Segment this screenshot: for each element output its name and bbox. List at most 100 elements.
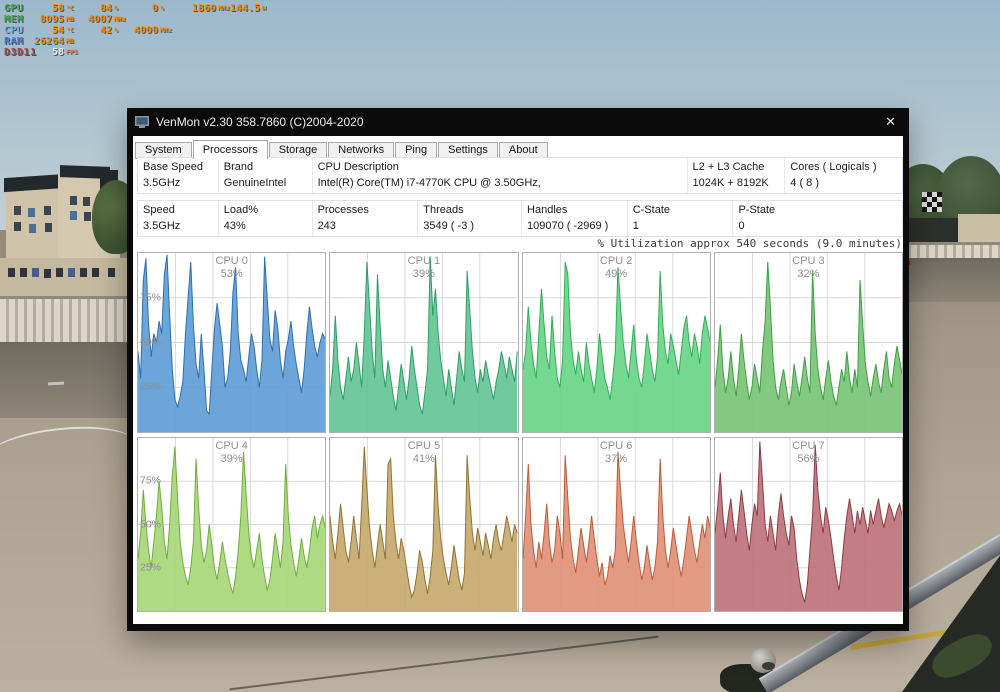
tab-about[interactable]: About [498, 142, 548, 158]
tab-bar: System Processors Storage Networks Ping Setti… [135, 139, 901, 159]
tab-storage[interactable]: Storage [268, 142, 328, 158]
cpu-chart-load: 56% [797, 453, 820, 465]
osd-label: D3D11 [4, 47, 37, 58]
cpu-chart-title: CPU 5 [407, 440, 441, 452]
building-left-1 [6, 184, 64, 266]
column-header: Load% [223, 204, 259, 216]
cpu-chart-load: 37% [605, 453, 628, 465]
osd-unit: MB [66, 37, 74, 45]
perimeter-wall-left [0, 296, 128, 342]
osd-unit: % [114, 26, 118, 34]
column-header: Threads [423, 204, 464, 216]
osd-value: 42 [99, 25, 112, 36]
column-value: 0 [738, 220, 745, 232]
column-value: 1024K + 8192K [692, 177, 769, 189]
osd-unit: °C [66, 26, 74, 34]
osd-label: MEM [4, 14, 24, 25]
venmon-window: VenMon v2.30 358.7860 (C)2004-2020 ✕ Sys… [127, 108, 909, 631]
column-c-state: C-State 1 [628, 201, 734, 236]
column-value: 243 [317, 220, 336, 232]
osd-label: CPU [4, 25, 24, 36]
column-header: Speed [143, 204, 175, 216]
osd-unit: MB [66, 15, 74, 23]
cpu-chart-title: CPU 1 [407, 255, 441, 267]
osd-unit: FPS [66, 48, 78, 56]
cpu-chart-title: CPU 2 [599, 255, 633, 267]
cpu-chart-title: CPU 6 [599, 440, 633, 452]
y-axis-tick: 25% [140, 380, 162, 393]
osd-value: 8095 [39, 14, 64, 25]
cpu-chart-load: 49% [605, 268, 628, 280]
osd-label: GPU [4, 3, 24, 14]
tab-system[interactable]: System [135, 142, 192, 158]
cpu-info-table: Base Speed 3.5GHz Brand GenuineIntel CPU Des… [137, 157, 903, 194]
performance-osd: GPU 58 °C 84% 0% 1860 MHz 144.5 W MEM 8095 MB 4007 MH… [2, 2, 342, 66]
column-value: 4 ( 8 ) [790, 177, 820, 189]
cpu-chart-load: 41% [412, 453, 435, 465]
column-l2-l3-cache: L2 + L3 Cache 1024K + 8192K [688, 158, 786, 193]
osd-row-cpu: CPU 54 °C 42% 4000 MHz [2, 25, 342, 36]
cpu-charts-grid: CPU 0 53% 75% 50% 25% CPU 1 39% CPU 2 49% CPU 3 32… [137, 252, 903, 612]
tab-processors[interactable]: Processors [192, 140, 268, 159]
cpu-chart-title: CPU 3 [792, 255, 825, 267]
osd-value: 4007 [87, 14, 112, 25]
column-header: Brand [223, 161, 254, 173]
checkered-tower [922, 192, 942, 212]
column-value: GenuineIntel [223, 177, 287, 189]
osd-row-gpu: GPU 58 °C 84% 0% 1860 MHz 144.5 W [2, 3, 342, 14]
window-content: System Processors Storage Networks Ping Setti… [133, 136, 903, 624]
road-right [893, 258, 1000, 302]
column-value: 3.5GHz [143, 177, 181, 189]
column-p-state: P-State 0 [733, 201, 902, 236]
column-threads: Threads 3549 ( -3 ) [418, 201, 523, 236]
tab-settings[interactable]: Settings [438, 142, 498, 158]
column-processes: Processes 243 [313, 201, 419, 236]
column-header: CPU Description [317, 161, 399, 173]
cpu-5-chart: CPU 5 41% [329, 437, 519, 612]
cpu-chart-load: 53% [220, 268, 243, 280]
helmet-visor [762, 662, 775, 670]
osd-unit: MHz [160, 26, 172, 34]
osd-row-ram: RAM 26264 MB [2, 36, 342, 47]
osd-unit: % [160, 4, 164, 12]
tab-networks[interactable]: Networks [328, 142, 395, 158]
osd-row-d3d11: D3D11 58 FPS [2, 47, 342, 58]
column-header: C-State [632, 204, 671, 216]
road-left [0, 342, 128, 418]
column-value: 1 [632, 220, 639, 232]
close-button[interactable]: ✕ [885, 114, 896, 129]
column-header: P-State [738, 204, 776, 216]
column-header: Cores ( Logicals ) [790, 161, 877, 173]
cpu-2-chart: CPU 2 49% [521, 252, 711, 433]
cpu-chart-title: CPU 7 [792, 440, 825, 452]
osd-value: 58 [51, 3, 64, 14]
cpu-3-chart: CPU 3 32% [713, 252, 903, 433]
osd-unit: MHz [114, 15, 126, 23]
column-base-speed: Base Speed 3.5GHz [138, 158, 219, 193]
y-axis-tick: 50% [140, 517, 162, 530]
tab-ping[interactable]: Ping [395, 142, 438, 158]
cpu-chart-title: CPU 0 [215, 255, 248, 267]
column-load-: Load% 43% [219, 201, 313, 236]
column-header: Processes [317, 204, 369, 216]
cpu-chart-load: 39% [220, 453, 243, 465]
column-speed: Speed 3.5GHz [138, 201, 219, 236]
app-icon [135, 116, 149, 128]
column-value: 109070 ( -2969 ) [527, 220, 609, 232]
building-windows [14, 206, 21, 215]
osd-unit: °C [66, 4, 74, 12]
y-axis-tick: 75% [140, 474, 162, 487]
osd-unit: MHz [218, 4, 230, 12]
osd-row-mem: MEM 8095 MB 4007 MHz [2, 14, 342, 25]
perimeter-wall-right [893, 242, 1000, 258]
osd-value: 1860 [191, 3, 216, 14]
cpu-chart-load: 39% [412, 268, 435, 280]
cpu-7-chart: CPU 7 56% [713, 437, 903, 612]
building-right-beige [958, 214, 1000, 244]
osd-label: RAM [4, 36, 24, 47]
column-header: Base Speed [143, 161, 203, 173]
y-axis-tick: 25% [140, 561, 162, 574]
cpu-4-chart: CPU 4 39% 75% 50% 25% [137, 437, 327, 612]
window-titlebar[interactable]: VenMon v2.30 358.7860 (C)2004-2020 ✕ [127, 108, 909, 136]
building-left-low [0, 258, 128, 298]
